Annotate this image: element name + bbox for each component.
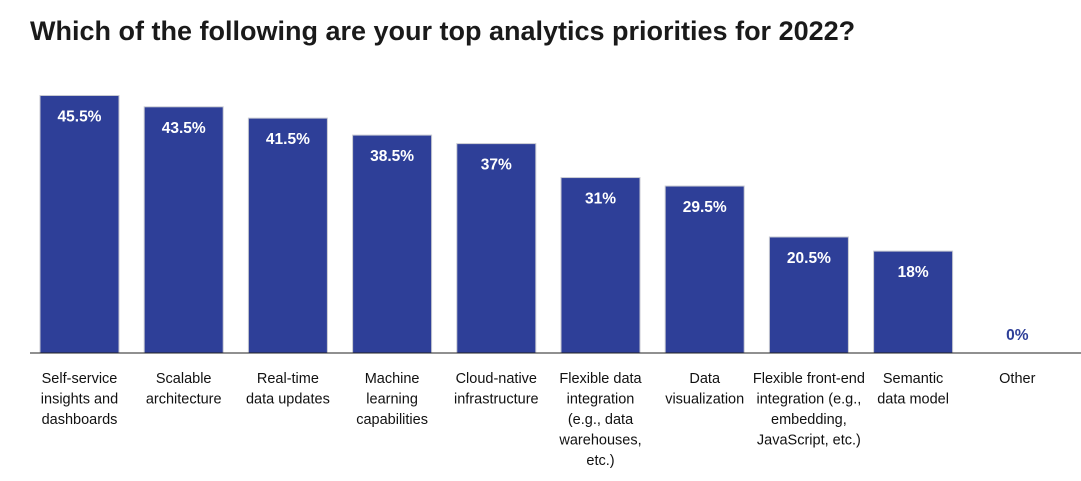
- category-label-line: Flexible data: [559, 371, 642, 387]
- category-label-line: learning: [366, 392, 418, 408]
- bar-value-label: 43.5%: [162, 120, 206, 137]
- category-label-line: capabilities: [356, 412, 428, 428]
- category-label-line: Machine: [365, 371, 420, 387]
- bar-value-label: 37%: [481, 157, 512, 174]
- category-label: Semantic data model: [877, 371, 949, 408]
- category-label-line: embedding,: [771, 412, 847, 428]
- category-label: Data visualization: [665, 371, 744, 408]
- bar-value-label: 45.5%: [58, 109, 102, 126]
- category-label-line: dashboards: [42, 412, 118, 428]
- bar-value-label: 18%: [898, 264, 929, 281]
- category-label-line: Flexible front-end: [753, 371, 865, 387]
- category-label: Real-time data updates: [246, 371, 330, 408]
- category-label-line: JavaScript, etc.): [757, 433, 861, 449]
- category-label: Flexible front-end integration (e.g., embe…: [753, 371, 865, 449]
- bar: [352, 134, 433, 354]
- category-label-line: Cloud-native: [456, 371, 537, 387]
- bar-value-label: 38.5%: [370, 148, 414, 165]
- category-label: Flexible data integration (e.g., data wareh…: [558, 371, 642, 469]
- category-label-line: data updates: [246, 392, 330, 408]
- bar: [456, 143, 537, 354]
- category-label: Other: [999, 371, 1035, 387]
- bar-value-label: 20.5%: [787, 250, 831, 267]
- category-label-line: integration: [567, 392, 635, 408]
- category-label: Machine learning capabilities: [356, 371, 428, 428]
- category-label-line: etc.): [586, 453, 614, 469]
- category-label-line: infrastructure: [454, 392, 539, 408]
- category-label: Cloud-native infrastructure: [454, 371, 539, 408]
- category-label-line: integration (e.g.,: [757, 392, 862, 408]
- category-label-line: data model: [877, 392, 949, 408]
- bar-value-label: 41.5%: [266, 131, 310, 148]
- bar: [768, 236, 849, 354]
- category-label-line: Data: [689, 371, 721, 387]
- category-label: Scalable architecture: [146, 371, 222, 408]
- category-label-line: insights and: [41, 392, 118, 408]
- bar: [39, 95, 120, 354]
- bar-value-label: 0%: [1006, 327, 1029, 344]
- category-label: Self-service insights and dashboards: [41, 371, 118, 428]
- bar: [247, 117, 328, 354]
- category-label-line: Scalable: [156, 371, 212, 387]
- bar: [873, 250, 954, 354]
- value-labels-group: 45.5% 43.5% 41.5% 38.5% 37% 31% 29.5% 20.5% 18% 0…: [58, 109, 1029, 345]
- category-label-line: warehouses,: [558, 433, 641, 449]
- category-labels-group: Self-service insights and dashboards Scalab…: [41, 371, 1036, 469]
- category-label-line: (e.g., data: [568, 412, 634, 428]
- category-label-line: Real-time: [257, 371, 319, 387]
- bars-group: [39, 95, 954, 354]
- category-label-line: Semantic: [883, 371, 943, 387]
- chart-title: Which of the following are your top anal…: [30, 16, 856, 46]
- bar: [143, 106, 224, 354]
- category-label-line: visualization: [665, 392, 744, 408]
- bar: [664, 185, 745, 354]
- category-label-line: architecture: [146, 392, 222, 408]
- category-label-line: Self-service: [42, 371, 118, 387]
- category-label-line: Other: [999, 371, 1035, 387]
- bar-value-label: 29.5%: [683, 199, 727, 216]
- bar-value-label: 31%: [585, 191, 616, 208]
